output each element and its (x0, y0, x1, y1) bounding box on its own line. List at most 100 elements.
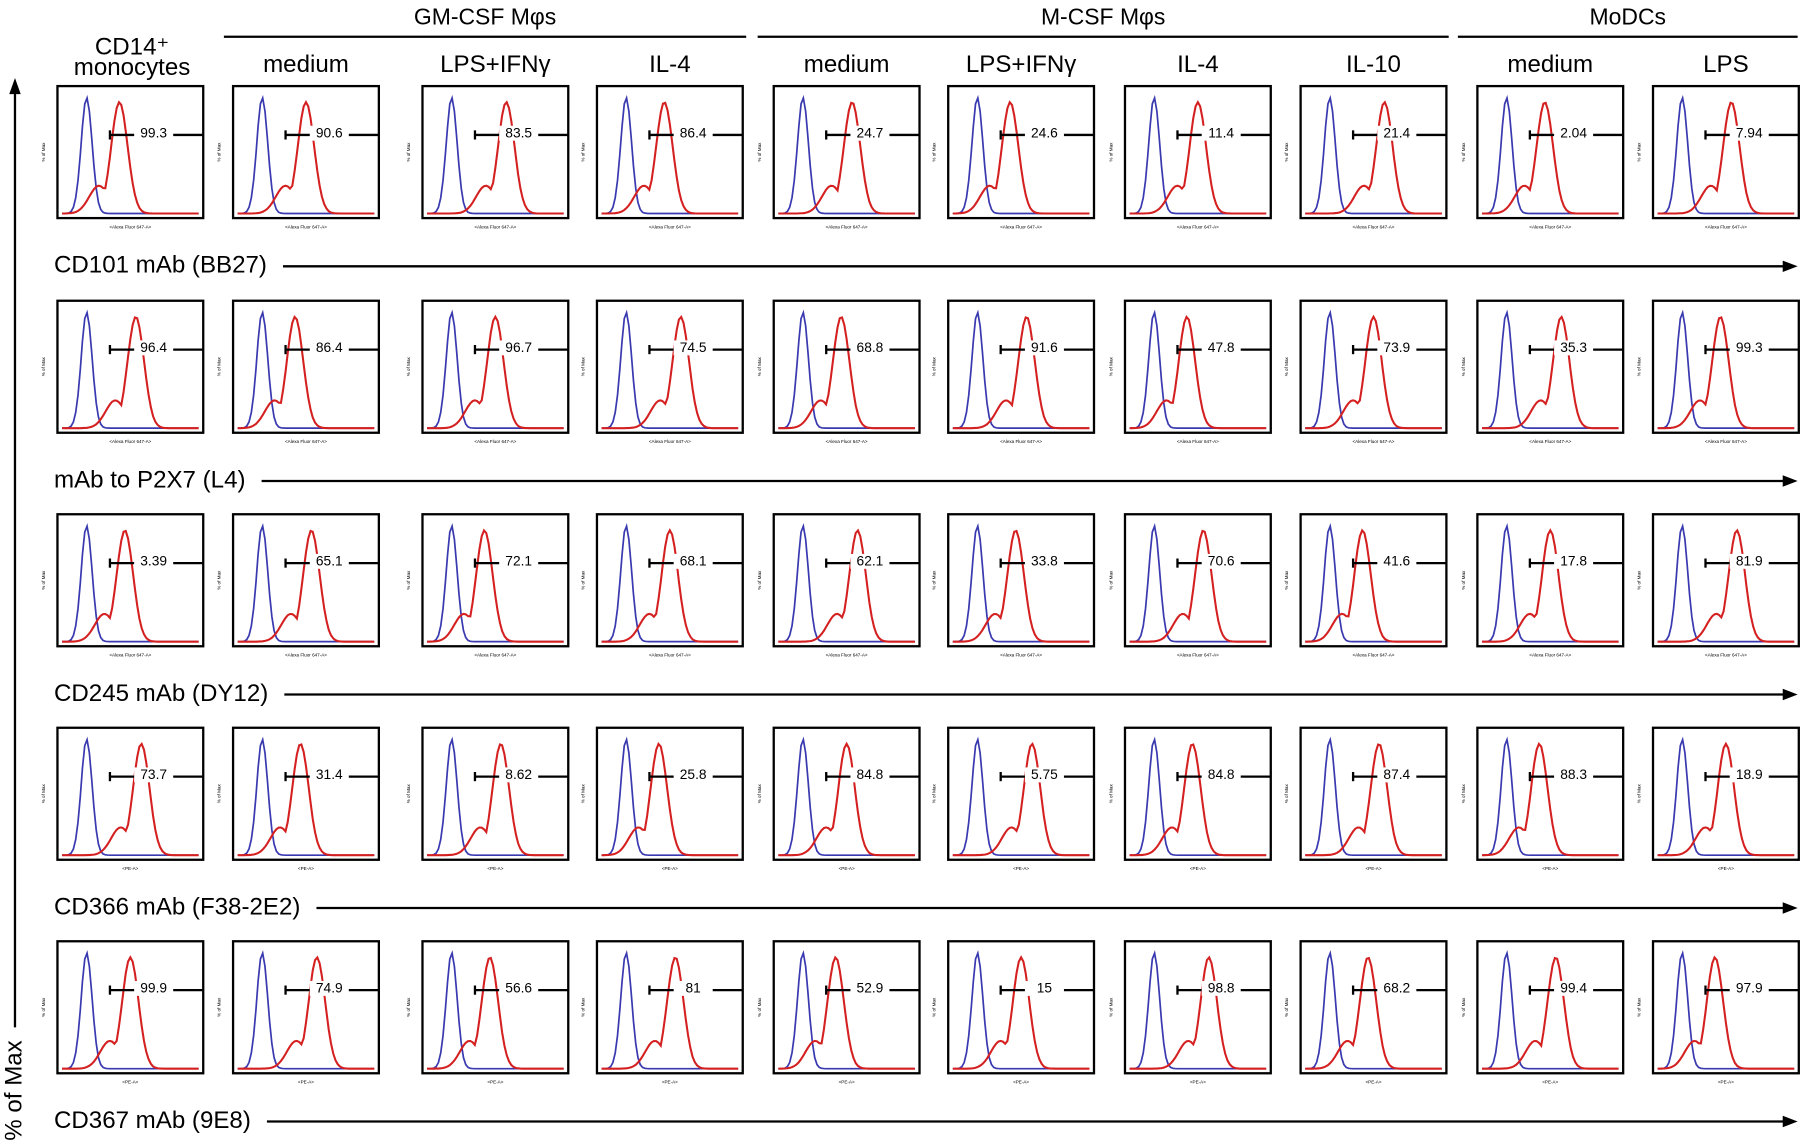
axis-caption: % of Max (757, 784, 762, 804)
gate-label-bg (850, 125, 890, 141)
histogram-frame (595, 84, 744, 220)
axis-caption: % of Max (1108, 357, 1113, 377)
gate-label-bg (1201, 980, 1241, 996)
histogram-frame (1651, 513, 1800, 648)
stain-curve (601, 314, 739, 430)
gate-value: 91.6 (1031, 340, 1058, 355)
gate-value: 88.3 (1560, 767, 1587, 782)
gate-label-bg (499, 340, 539, 356)
gate-value: 73.7 (140, 767, 167, 782)
gate-label-bg (850, 553, 890, 569)
gate-value: 74.5 (680, 340, 707, 355)
histogram-frame (772, 940, 921, 1075)
axis-caption: % of Max (580, 570, 585, 590)
histogram-frame (595, 726, 744, 861)
axis-caption: % of Max (406, 570, 411, 590)
gate-label-bg (1024, 340, 1064, 356)
gate-label-bg (1729, 340, 1769, 356)
stain-curve (62, 529, 199, 643)
stain-curve (1129, 955, 1267, 1070)
axis-caption: % of Max (932, 357, 937, 377)
axis-caption: % of Max (580, 997, 585, 1017)
gate-value: 5.75 (1031, 767, 1058, 782)
gate-label-bg (850, 980, 890, 996)
stain-curve (237, 743, 375, 857)
axis-caption: % of Max (406, 142, 411, 162)
gate-label-bg (850, 340, 890, 356)
gate-label-bg (499, 125, 539, 141)
column-label: medium (263, 51, 349, 78)
histogram-frame (56, 940, 205, 1075)
gate-value: 33.8 (1031, 554, 1058, 569)
gate-value: 86.4 (680, 125, 707, 140)
gate-value: 35.3 (1560, 340, 1587, 355)
gate-label-bg (309, 553, 349, 569)
stain-curve (952, 741, 1090, 857)
gate-value: 11.4 (1208, 125, 1234, 140)
axis-caption: % of Max (217, 784, 222, 804)
histogram-frame (1476, 84, 1625, 220)
axis-caption: <Alexa Fluor 647-A> (285, 439, 327, 444)
gate-label-bg (1554, 340, 1594, 356)
column-label: IL-10 (1346, 51, 1401, 78)
axis-caption: <Alexa Fluor 647-A> (1177, 225, 1219, 230)
gate-value: 74.9 (316, 981, 343, 996)
gate-value: 52.9 (857, 981, 884, 996)
row-label: CD367 mAb (9E8) (54, 1107, 251, 1134)
gate-label-bg (1377, 980, 1417, 996)
group-label: MoDCs (1590, 3, 1666, 29)
axis-caption: <Alexa Fluor 647-A> (1529, 653, 1571, 658)
stain-curve (1129, 99, 1267, 215)
gate-value: 86.4 (316, 340, 343, 355)
gate-label-bg (673, 125, 713, 141)
histogram-frame (231, 726, 381, 861)
axis-caption: <Alexa Fluor 647-A> (826, 439, 868, 444)
column-label: LPS+IFNγ (440, 51, 550, 78)
axis-caption: <PE-A> (839, 866, 855, 871)
axis-caption: <PE-A> (122, 866, 138, 871)
axis-caption: % of Max (757, 570, 762, 590)
histogram-frame (231, 299, 381, 434)
axis-caption: % of Max (1461, 142, 1466, 162)
histogram-frame (1476, 299, 1625, 434)
axis-caption: % of Max (41, 784, 46, 804)
axis-caption: % of Max (1636, 570, 1641, 590)
axis-caption: <PE-A> (662, 1080, 678, 1085)
axis-caption: % of Max (1461, 357, 1466, 377)
stain-curve (778, 741, 915, 857)
y-arrowhead (9, 78, 21, 95)
axis-caption: <Alexa Fluor 647-A> (1529, 225, 1571, 230)
axis-caption: <PE-A> (1542, 866, 1558, 871)
gate-value: 81.9 (1736, 554, 1763, 569)
gate-label-bg (850, 767, 890, 783)
axis-caption: <Alexa Fluor 647-A> (1353, 653, 1395, 658)
stain-curve (778, 528, 915, 643)
axis-caption: <Alexa Fluor 647-A> (1000, 653, 1042, 658)
axis-caption: <Alexa Fluor 647-A> (1705, 439, 1747, 444)
gate-value: 96.4 (140, 340, 167, 355)
column-label: IL-4 (1177, 51, 1219, 78)
gate-value: 99.3 (140, 125, 167, 140)
gate-value: 68.8 (857, 340, 884, 355)
gate-label-bg (1024, 980, 1064, 996)
histogram-frame (1123, 940, 1272, 1075)
gate-label-bg (1024, 767, 1064, 783)
gate-value: 24.6 (1031, 125, 1058, 140)
first-column-title: monocytes (74, 54, 191, 81)
axis-caption: % of Max (41, 142, 46, 162)
gate-value: 72.1 (505, 554, 532, 569)
histogram-frame (772, 299, 921, 434)
axis-caption: % of Max (41, 570, 46, 590)
gate-label-bg (1201, 553, 1241, 569)
axis-caption: <Alexa Fluor 647-A> (1353, 225, 1395, 230)
gate-value: 96.7 (505, 340, 532, 355)
axis-caption: <PE-A> (122, 1080, 138, 1085)
gate-label-bg (134, 125, 174, 141)
gate-label-bg (309, 340, 349, 356)
gate-value: 15 (1037, 981, 1053, 996)
gate-value: 47.8 (1208, 340, 1235, 355)
histogram-frame (1299, 299, 1448, 434)
column-label: medium (1507, 51, 1593, 78)
gate-value: 99.9 (140, 981, 167, 996)
axis-caption: % of Max (932, 997, 937, 1017)
